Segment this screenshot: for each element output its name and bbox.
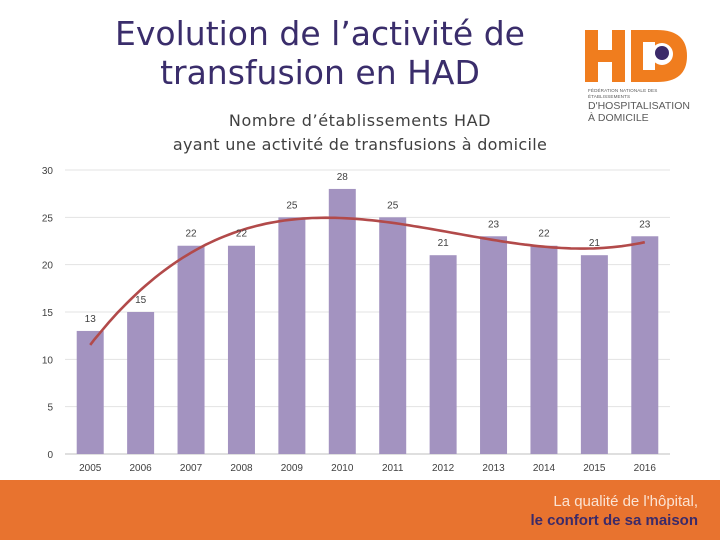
x-tick-label: 2005: [79, 463, 102, 474]
fnehad-logo: FÉDÉRATION NATIONALE DES ÉTABLISSEMENTS …: [585, 28, 695, 124]
y-tick-label: 0: [47, 450, 53, 461]
x-tick-label: 2011: [382, 463, 404, 474]
x-tick-label: 2006: [130, 463, 153, 474]
x-tick-label: 2007: [180, 463, 203, 474]
logo-line-1: FÉDÉRATION NATIONALE DES ÉTABLISSEMENTS: [588, 88, 658, 99]
bar-2006: [127, 312, 155, 454]
bar-2005: [76, 330, 104, 454]
transfusion-bar-chart: Nombre d’établissements HAD ayant une act…: [42, 111, 670, 474]
bar-2012: [429, 255, 457, 454]
data-label-2007: 22: [185, 229, 197, 240]
x-tick-label: 2015: [583, 463, 606, 474]
bar-2011: [379, 217, 407, 454]
bar-2010: [328, 188, 356, 454]
data-label-2008: 22: [236, 229, 248, 240]
y-tick-label: 5: [47, 403, 53, 414]
data-label-2009: 25: [286, 200, 298, 211]
footer-tagline-2: le confort de sa maison: [530, 512, 698, 529]
data-label-2013: 23: [488, 219, 500, 230]
bar-2016: [631, 236, 659, 454]
bar-2007: [177, 245, 205, 454]
data-label-2005: 13: [85, 314, 97, 325]
chart-subtitle: ayant une activité de transfusions à dom…: [173, 135, 547, 154]
y-tick-label: 20: [42, 261, 54, 272]
slide-title: Evolution de l’activité de transfusion e…: [115, 14, 525, 92]
had-logo-mark: [585, 30, 687, 82]
bar-2013: [480, 236, 508, 454]
bar-2009: [278, 217, 306, 454]
data-label-2016: 23: [639, 219, 651, 230]
y-tick-label: 10: [42, 355, 54, 366]
data-label-2010: 28: [337, 172, 349, 183]
data-label-2015: 21: [589, 238, 601, 249]
footer-tagline-1: La qualité de l'hôpital,: [553, 493, 698, 510]
x-tick-label: 2008: [230, 463, 253, 474]
y-tick-label: 30: [42, 166, 54, 177]
bar-2008: [227, 245, 255, 454]
y-tick-label: 15: [42, 308, 54, 319]
data-label-2011: 25: [387, 200, 399, 211]
logo-line-2: D'HOSPITALISATION: [588, 100, 690, 112]
x-tick-label: 2012: [432, 463, 455, 474]
data-label-2006: 15: [135, 295, 147, 306]
bar-2015: [580, 255, 608, 454]
x-tick-label: 2013: [482, 463, 505, 474]
data-label-2012: 21: [438, 238, 450, 249]
trendline: [89, 216, 646, 346]
x-tick-label: 2010: [331, 463, 354, 474]
logo-line-3: À DOMICILE: [588, 112, 649, 124]
x-tick-label: 2009: [281, 463, 304, 474]
footer-banner: La qualité de l'hôpital, le confort de s…: [0, 480, 720, 540]
y-tick-label: 25: [42, 213, 54, 224]
x-tick-label: 2016: [634, 463, 657, 474]
data-label-2014: 22: [538, 229, 550, 240]
x-tick-label: 2014: [533, 463, 556, 474]
chart-title: Nombre d’établissements HAD: [229, 111, 491, 130]
bar-2014: [530, 245, 558, 454]
